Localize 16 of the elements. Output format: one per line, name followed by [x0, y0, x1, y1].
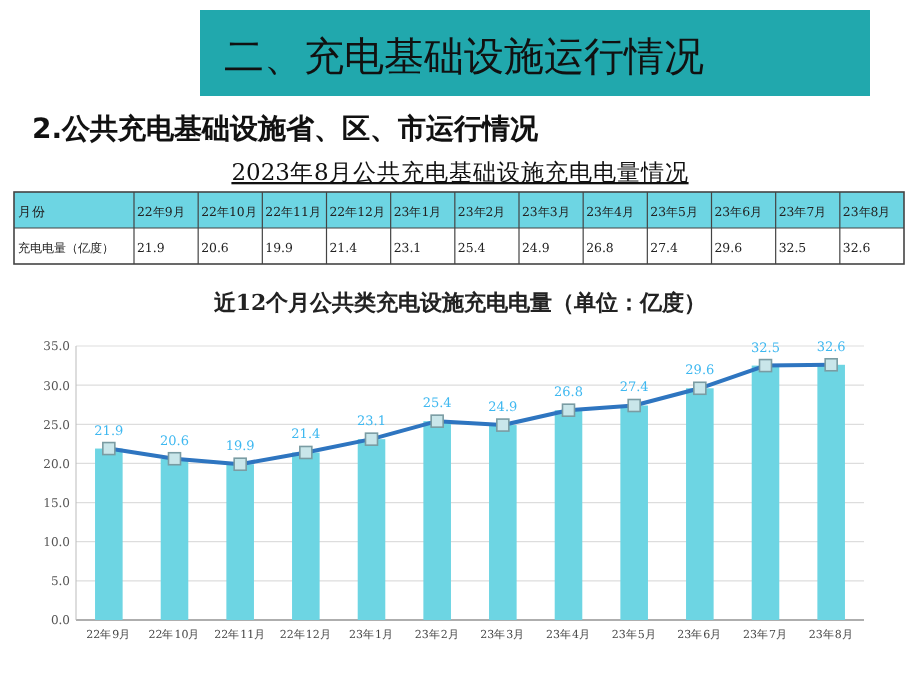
bar — [95, 448, 123, 620]
bar — [489, 425, 517, 620]
bar — [423, 421, 451, 620]
bar — [357, 439, 386, 620]
bar — [226, 464, 254, 620]
bar — [554, 410, 583, 620]
chart-title: 近12个月公共类充电设施充电电量（单位：亿度） — [211, 290, 707, 316]
bar — [686, 388, 714, 620]
text: 二、充电基础设施运行情况 — [224, 32, 704, 80]
bar — [292, 452, 320, 620]
bar — [817, 364, 845, 620]
text: 2023年8月公共充电基础设施充电电量情况 — [231, 158, 689, 186]
bar — [160, 458, 189, 620]
bar — [751, 365, 780, 620]
text: 2.公共充电基础设施省、区、市运行情况 — [32, 112, 541, 146]
bar — [620, 405, 648, 620]
